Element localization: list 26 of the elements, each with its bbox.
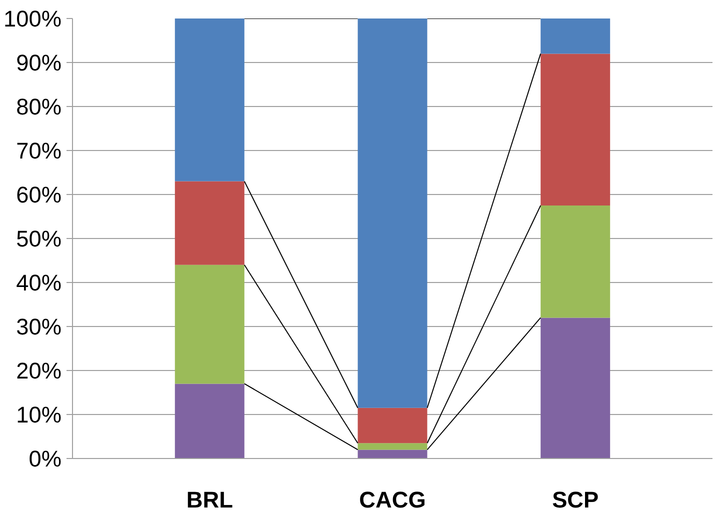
y-tick-label: 30% [16,314,62,340]
y-tick-label: 90% [16,50,62,76]
bar [540,54,610,206]
y-tick-label: 20% [16,358,62,384]
bar [540,206,610,318]
bar [540,18,610,54]
y-tick-label: 60% [16,182,62,208]
x-tick-label: BRL [186,486,234,512]
y-tick-label: 40% [16,270,62,296]
bar [358,450,428,458]
bar [358,443,428,450]
bar [174,264,244,384]
y-tick-label: 80% [16,94,62,120]
x-tick-label: CACG [359,486,426,512]
y-tick-label: 70% [16,138,62,164]
bar [174,18,244,182]
bar [174,181,244,265]
y-tick-label: 10% [16,402,62,428]
bar [358,18,428,408]
y-tick-label: 50% [16,226,62,252]
y-tick-label: 0% [28,446,62,472]
bar [358,408,428,444]
bar [540,318,610,458]
y-tick-label: 100% [4,6,62,32]
x-tick-label: SCP [552,486,599,512]
bar [174,384,244,458]
